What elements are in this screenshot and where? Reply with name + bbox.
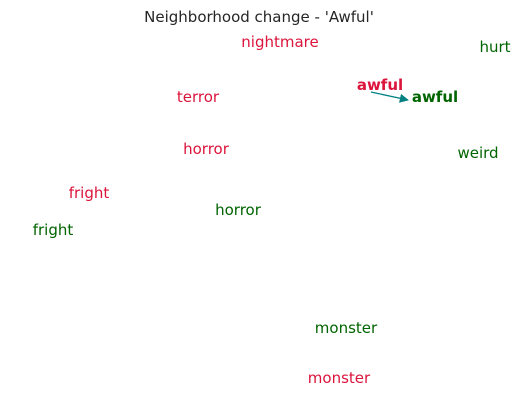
- chart-title: Neighborhood change - 'Awful': [144, 8, 374, 26]
- point-label-fright-0: fright: [69, 184, 110, 202]
- point-label-monster-0: monster: [308, 369, 371, 387]
- point-label-terror-0: terror: [177, 88, 220, 106]
- chart-marks: nightmare terror horror fright monster hurt we…: [33, 33, 511, 387]
- point-label-nightmare-0: nightmare: [241, 33, 318, 51]
- point-label-horror-0: horror: [183, 140, 230, 158]
- point-label-weird-1: weird: [457, 144, 498, 162]
- shift-arrow: [370, 91, 409, 103]
- point-label-hurt-1: hurt: [479, 38, 510, 56]
- target-label-after: awful: [412, 88, 458, 106]
- point-label-fright-1: fright: [33, 221, 74, 239]
- point-label-horror-1: horror: [215, 201, 262, 219]
- point-label-monster-1: monster: [315, 319, 378, 337]
- target-label-before: awful: [357, 76, 403, 94]
